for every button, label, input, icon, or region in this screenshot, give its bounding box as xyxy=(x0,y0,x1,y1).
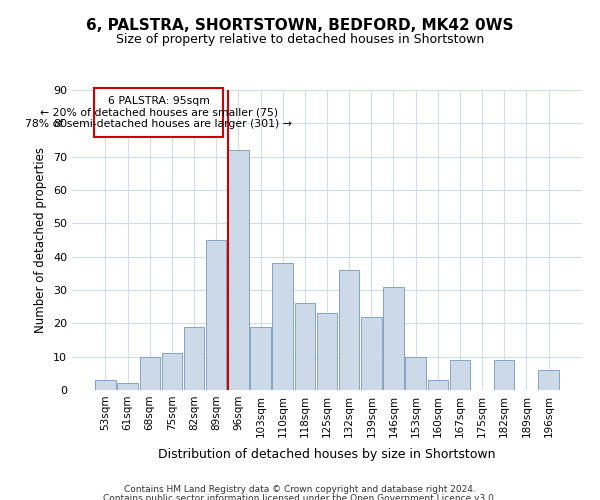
Bar xyxy=(228,150,248,390)
Bar xyxy=(118,384,138,390)
FancyBboxPatch shape xyxy=(94,88,223,136)
Bar xyxy=(494,360,514,390)
Bar xyxy=(361,316,382,390)
Text: 6 PALSTRA: 95sqm
← 20% of detached houses are smaller (75)
78% of semi-detached : 6 PALSTRA: 95sqm ← 20% of detached house… xyxy=(25,96,292,129)
Bar xyxy=(206,240,226,390)
Bar xyxy=(339,270,359,390)
Bar xyxy=(140,356,160,390)
X-axis label: Distribution of detached houses by size in Shortstown: Distribution of detached houses by size … xyxy=(158,448,496,461)
Bar xyxy=(428,380,448,390)
Bar xyxy=(184,326,204,390)
Bar xyxy=(538,370,559,390)
Bar xyxy=(95,380,116,390)
Bar xyxy=(295,304,315,390)
Bar xyxy=(406,356,426,390)
Text: 6, PALSTRA, SHORTSTOWN, BEDFORD, MK42 0WS: 6, PALSTRA, SHORTSTOWN, BEDFORD, MK42 0W… xyxy=(86,18,514,32)
Bar xyxy=(161,354,182,390)
Bar xyxy=(250,326,271,390)
Y-axis label: Number of detached properties: Number of detached properties xyxy=(34,147,47,333)
Bar xyxy=(383,286,404,390)
Bar xyxy=(272,264,293,390)
Text: Contains public sector information licensed under the Open Government Licence v3: Contains public sector information licen… xyxy=(103,494,497,500)
Bar xyxy=(450,360,470,390)
Bar xyxy=(317,314,337,390)
Text: Contains HM Land Registry data © Crown copyright and database right 2024.: Contains HM Land Registry data © Crown c… xyxy=(124,485,476,494)
Text: Size of property relative to detached houses in Shortstown: Size of property relative to detached ho… xyxy=(116,32,484,46)
